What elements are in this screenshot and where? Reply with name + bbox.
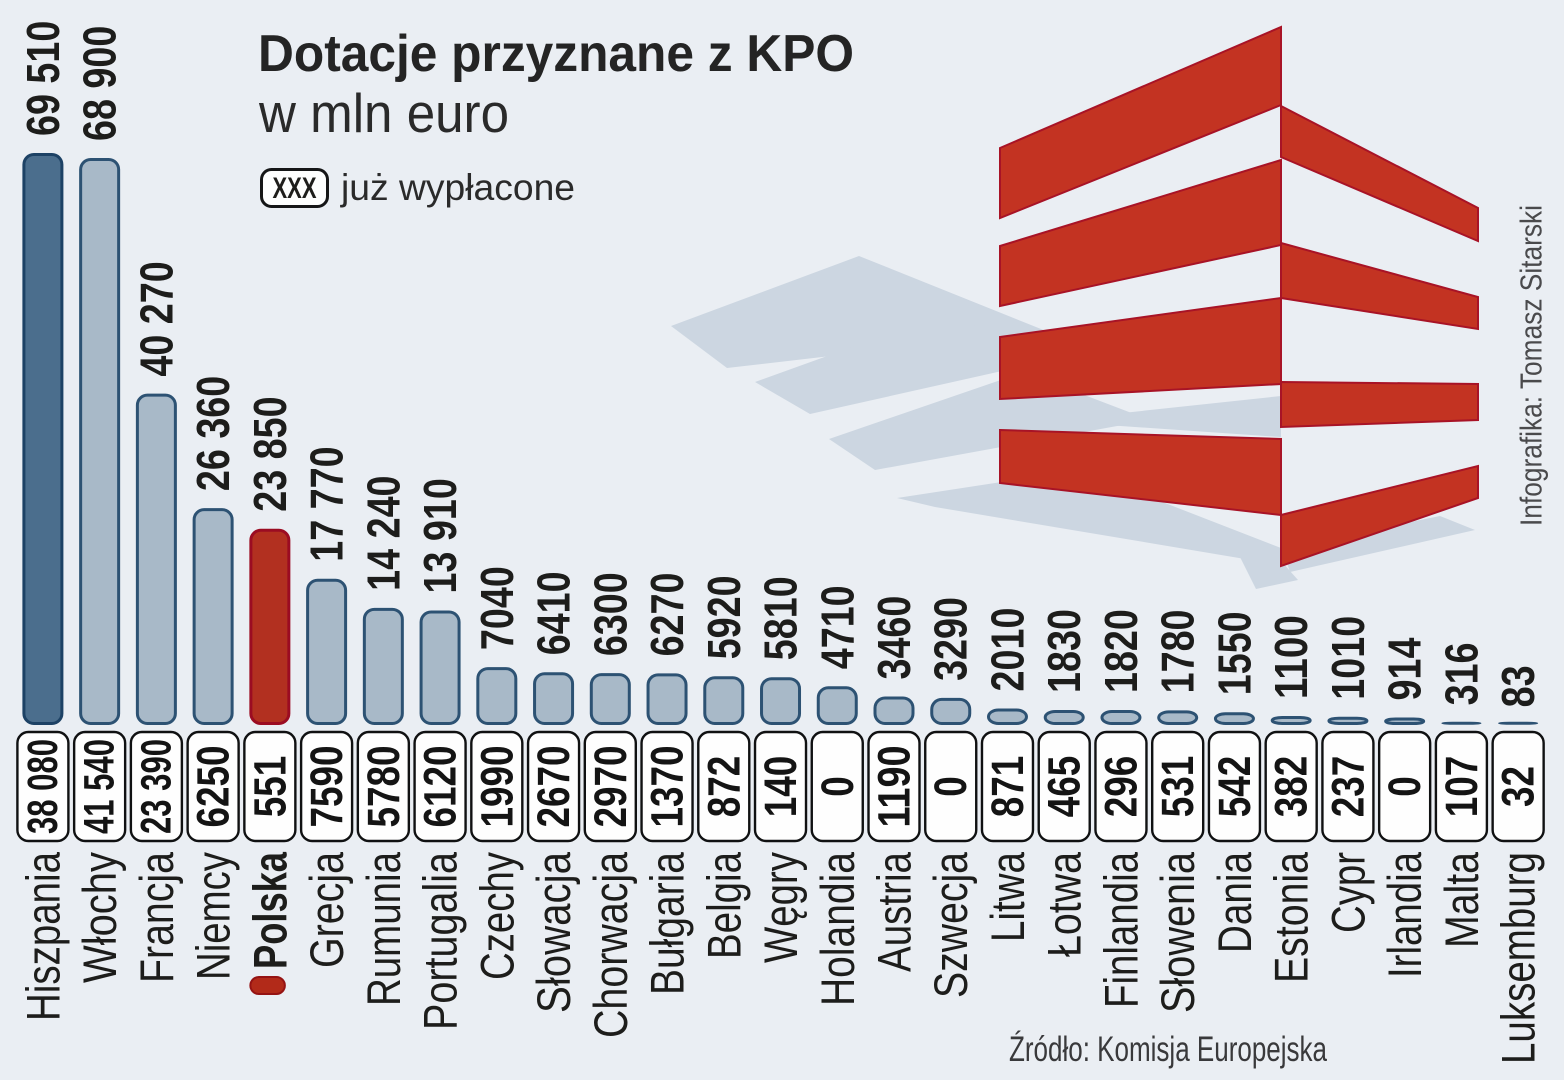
svg-text:41 540: 41 540 bbox=[76, 739, 124, 834]
svg-text:Niemcy: Niemcy bbox=[187, 852, 240, 980]
svg-text:1830: 1830 bbox=[1038, 609, 1090, 693]
svg-text:914: 914 bbox=[1379, 637, 1431, 700]
svg-text:2970: 2970 bbox=[585, 745, 636, 827]
svg-text:2670: 2670 bbox=[528, 745, 579, 827]
svg-text:68 900: 68 900 bbox=[74, 26, 126, 141]
svg-text:872: 872 bbox=[698, 756, 749, 818]
svg-text:0: 0 bbox=[812, 776, 863, 797]
svg-text:Polska: Polska bbox=[243, 851, 296, 969]
svg-text:Chorwacja: Chorwacja bbox=[584, 851, 637, 1038]
svg-text:140: 140 bbox=[755, 756, 806, 818]
svg-text:Infografika: Tomasz Sitarski: Infografika: Tomasz Sitarski bbox=[1514, 205, 1549, 526]
svg-text:38 080: 38 080 bbox=[19, 739, 67, 834]
svg-text:296: 296 bbox=[1095, 756, 1146, 818]
svg-text:542: 542 bbox=[1209, 756, 1260, 818]
svg-text:Portugalia: Portugalia bbox=[414, 851, 467, 1030]
svg-text:1820: 1820 bbox=[1095, 609, 1147, 693]
svg-text:23 850: 23 850 bbox=[244, 396, 296, 511]
svg-text:382: 382 bbox=[1266, 756, 1317, 818]
svg-text:7040: 7040 bbox=[471, 566, 523, 650]
svg-text:1370: 1370 bbox=[642, 745, 693, 827]
svg-text:już wypłacone: już wypłacone bbox=[340, 167, 575, 208]
svg-text:Austria: Austria bbox=[868, 851, 921, 972]
svg-text:3460: 3460 bbox=[868, 596, 920, 680]
svg-text:Belgia: Belgia bbox=[697, 851, 750, 959]
svg-text:69 510: 69 510 bbox=[17, 21, 69, 136]
svg-text:Dania: Dania bbox=[1208, 851, 1261, 953]
svg-text:26 360: 26 360 bbox=[187, 376, 239, 491]
svg-text:465: 465 bbox=[1039, 756, 1090, 818]
svg-text:Rumunia: Rumunia bbox=[357, 851, 410, 1006]
svg-text:107: 107 bbox=[1436, 756, 1487, 818]
svg-text:3290: 3290 bbox=[925, 597, 977, 681]
svg-text:Hiszpania: Hiszpania bbox=[16, 851, 69, 1021]
svg-text:Holandia: Holandia bbox=[811, 851, 864, 1006]
svg-text:Włochy: Włochy bbox=[73, 852, 126, 983]
svg-text:Francja: Francja bbox=[130, 851, 183, 983]
svg-text:Czechy: Czechy bbox=[470, 852, 523, 980]
svg-text:17 770: 17 770 bbox=[301, 446, 353, 561]
svg-text:83: 83 bbox=[1492, 665, 1544, 707]
svg-text:316: 316 bbox=[1435, 642, 1487, 705]
svg-text:1550: 1550 bbox=[1208, 611, 1260, 695]
svg-text:551: 551 bbox=[244, 756, 295, 818]
svg-text:13 910: 13 910 bbox=[414, 478, 466, 593]
svg-text:1190: 1190 bbox=[869, 745, 920, 827]
svg-text:1010: 1010 bbox=[1322, 616, 1374, 700]
svg-text:Węgry: Węgry bbox=[754, 852, 807, 963]
svg-text:5810: 5810 bbox=[755, 576, 807, 660]
svg-text:531: 531 bbox=[1152, 756, 1203, 818]
svg-text:Grecja: Grecja bbox=[300, 851, 353, 968]
svg-text:w mln euro: w mln euro bbox=[258, 82, 509, 144]
svg-text:2010: 2010 bbox=[981, 608, 1033, 692]
svg-text:Szwecja: Szwecja bbox=[924, 851, 977, 998]
svg-text:Estonia: Estonia bbox=[1265, 851, 1318, 983]
svg-text:7590: 7590 bbox=[301, 745, 352, 827]
svg-text:Bułgaria: Bułgaria bbox=[641, 851, 694, 995]
svg-text:5780: 5780 bbox=[358, 745, 409, 827]
svg-text:0: 0 bbox=[925, 776, 976, 797]
svg-text:Litwa: Litwa bbox=[981, 851, 1034, 942]
svg-text:6250: 6250 bbox=[188, 745, 239, 827]
svg-text:237: 237 bbox=[1322, 756, 1373, 818]
svg-text:Słowenia: Słowenia bbox=[1151, 851, 1204, 1013]
svg-text:Źródło: Komisja Europejska: Źródło: Komisja Europejska bbox=[1009, 1030, 1327, 1069]
svg-text:Malta: Malta bbox=[1435, 851, 1488, 948]
svg-text:32: 32 bbox=[1493, 766, 1544, 807]
svg-text:Dotacje przyznane z KPO: Dotacje przyznane z KPO bbox=[258, 25, 854, 83]
svg-text:1780: 1780 bbox=[1152, 609, 1204, 693]
svg-text:Finlandia: Finlandia bbox=[1094, 851, 1147, 1008]
svg-text:6120: 6120 bbox=[415, 745, 466, 827]
svg-text:1990: 1990 bbox=[471, 745, 522, 827]
svg-text:Słowacja: Słowacja bbox=[527, 851, 580, 1013]
svg-text:6300: 6300 bbox=[584, 572, 636, 656]
svg-text:871: 871 bbox=[982, 756, 1033, 818]
svg-text:Łotwa: Łotwa bbox=[1038, 851, 1091, 957]
svg-text:6410: 6410 bbox=[528, 571, 580, 655]
svg-text:4710: 4710 bbox=[811, 585, 863, 669]
svg-text:1100: 1100 bbox=[1265, 615, 1317, 699]
svg-text:5920: 5920 bbox=[698, 575, 750, 659]
svg-text:6270: 6270 bbox=[641, 573, 693, 657]
svg-text:40 270: 40 270 bbox=[130, 261, 182, 376]
svg-text:14 240: 14 240 bbox=[357, 475, 409, 590]
svg-text:Irlandia: Irlandia bbox=[1378, 851, 1431, 978]
svg-text:0: 0 bbox=[1379, 776, 1430, 797]
svg-text:23 390: 23 390 bbox=[132, 739, 180, 834]
svg-text:Luksemburg: Luksemburg bbox=[1492, 852, 1545, 1064]
svg-text:XXX: XXX bbox=[273, 172, 317, 205]
svg-text:Cypr: Cypr bbox=[1321, 852, 1374, 933]
